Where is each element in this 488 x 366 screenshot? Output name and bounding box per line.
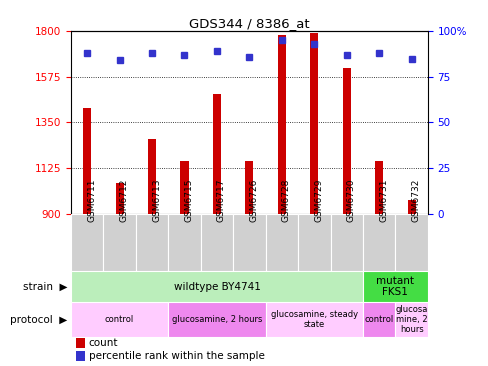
Title: GDS344 / 8386_at: GDS344 / 8386_at (189, 17, 309, 30)
Text: GSM6729: GSM6729 (314, 179, 323, 223)
FancyBboxPatch shape (362, 214, 395, 271)
FancyBboxPatch shape (362, 271, 427, 302)
FancyBboxPatch shape (200, 214, 233, 271)
FancyBboxPatch shape (298, 214, 330, 271)
Text: GSM6713: GSM6713 (152, 179, 161, 223)
Text: control: control (364, 315, 393, 324)
Text: percentile rank within the sample: percentile rank within the sample (89, 351, 264, 361)
FancyBboxPatch shape (71, 302, 168, 337)
Text: control: control (105, 315, 134, 324)
Text: GSM6731: GSM6731 (378, 179, 387, 223)
Text: GSM6728: GSM6728 (281, 179, 290, 223)
FancyBboxPatch shape (362, 302, 395, 337)
Bar (212, 94, 221, 366)
Text: glucosamine, 2 hours: glucosamine, 2 hours (171, 315, 262, 324)
FancyBboxPatch shape (103, 214, 136, 271)
FancyBboxPatch shape (395, 214, 427, 271)
Text: GSM6712: GSM6712 (120, 179, 128, 223)
FancyBboxPatch shape (395, 302, 427, 337)
Text: mutant
FKS1: mutant FKS1 (376, 276, 413, 298)
Text: wildtype BY4741: wildtype BY4741 (173, 282, 260, 292)
FancyBboxPatch shape (265, 302, 362, 337)
Text: glucosamine, steady
state: glucosamine, steady state (270, 310, 357, 329)
FancyBboxPatch shape (233, 214, 265, 271)
Bar (148, 139, 156, 366)
FancyBboxPatch shape (330, 214, 362, 271)
Text: protocol  ▶: protocol ▶ (10, 314, 67, 325)
Text: GSM6730: GSM6730 (346, 179, 355, 223)
Text: GSM6732: GSM6732 (411, 179, 420, 223)
Bar (76, 351, 85, 361)
Bar (115, 183, 123, 366)
Text: GSM6717: GSM6717 (217, 179, 225, 223)
Text: strain  ▶: strain ▶ (23, 282, 67, 292)
Text: GSM6711: GSM6711 (87, 179, 96, 223)
Bar (245, 161, 253, 366)
Text: GSM6726: GSM6726 (249, 179, 258, 223)
Text: count: count (89, 338, 118, 348)
FancyBboxPatch shape (136, 214, 168, 271)
FancyBboxPatch shape (168, 214, 200, 271)
Bar (76, 339, 85, 348)
Bar (277, 35, 285, 366)
Bar (374, 161, 383, 366)
FancyBboxPatch shape (168, 302, 265, 337)
Text: GSM6715: GSM6715 (184, 179, 193, 223)
Text: glucosa
mine, 2
hours: glucosa mine, 2 hours (395, 305, 427, 335)
FancyBboxPatch shape (71, 214, 103, 271)
FancyBboxPatch shape (265, 214, 298, 271)
Bar (342, 68, 350, 366)
Bar (407, 199, 415, 366)
Bar (309, 33, 318, 366)
FancyBboxPatch shape (71, 271, 362, 302)
Bar (180, 161, 188, 366)
Bar (83, 108, 91, 366)
